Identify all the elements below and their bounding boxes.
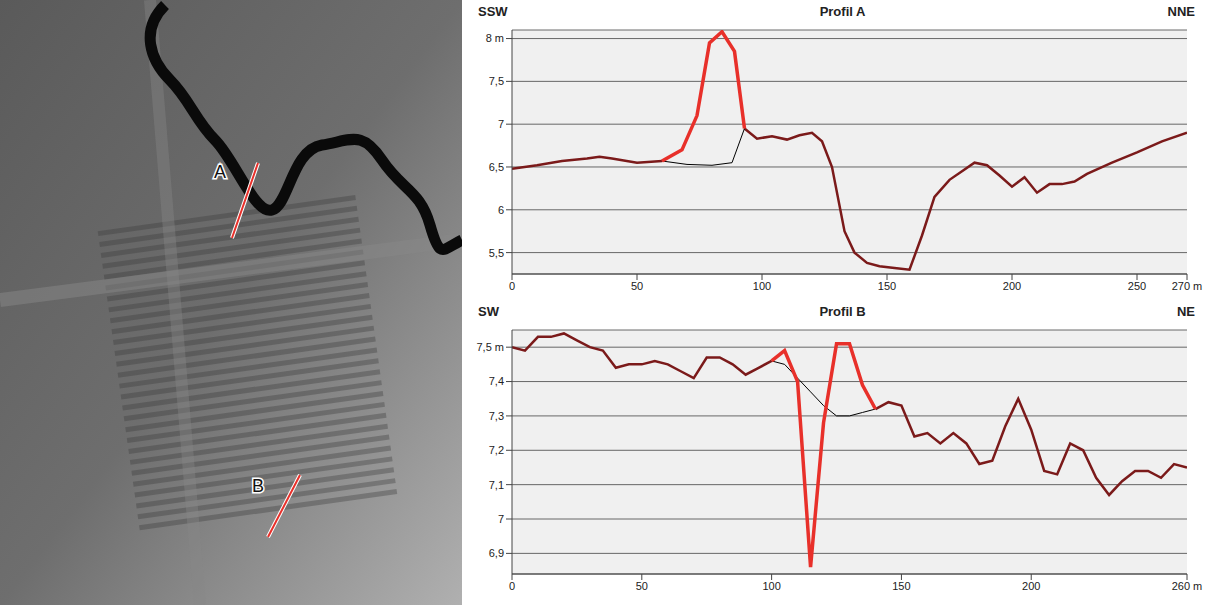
html-text:SW: SW bbox=[478, 304, 499, 319]
svg-text:0: 0 bbox=[509, 280, 515, 292]
svg-text:260 m: 260 m bbox=[1172, 580, 1203, 592]
html-text:NE: NE bbox=[1176, 304, 1195, 319]
svg-text:8 m: 8 m bbox=[486, 32, 504, 44]
svg-text:7,1: 7,1 bbox=[489, 479, 504, 491]
svg-text:6: 6 bbox=[498, 204, 504, 216]
svg-text:200: 200 bbox=[1022, 580, 1040, 592]
svg-text:7,3: 7,3 bbox=[489, 410, 504, 422]
html-text:Profil A: Profil A bbox=[819, 4, 866, 19]
svg-text:270 m: 270 m bbox=[1172, 280, 1203, 292]
html-text:NNE: NNE bbox=[1167, 4, 1195, 19]
svg-text:7,5 m: 7,5 m bbox=[476, 341, 504, 353]
html-text:Profil B: Profil B bbox=[819, 304, 866, 319]
svg-text:7,2: 7,2 bbox=[489, 444, 504, 456]
svg-text:100: 100 bbox=[762, 580, 780, 592]
svg-text:100: 100 bbox=[753, 280, 771, 292]
svg-text:150: 150 bbox=[878, 280, 896, 292]
svg-text:7,4: 7,4 bbox=[489, 375, 504, 387]
svg-text:B: B bbox=[252, 476, 264, 496]
svg-text:200: 200 bbox=[1003, 280, 1021, 292]
svg-text:7: 7 bbox=[498, 118, 504, 130]
svg-text:150: 150 bbox=[892, 580, 910, 592]
svg-text:7,5: 7,5 bbox=[489, 75, 504, 87]
svg-text:6,5: 6,5 bbox=[489, 161, 504, 173]
svg-text:50: 50 bbox=[636, 580, 648, 592]
svg-text:7: 7 bbox=[498, 513, 504, 525]
html-text:SSW: SSW bbox=[478, 4, 508, 19]
svg-text:5,5: 5,5 bbox=[489, 247, 504, 259]
svg-text:250: 250 bbox=[1128, 280, 1146, 292]
svg-text:A: A bbox=[214, 162, 226, 182]
svg-text:0: 0 bbox=[509, 580, 515, 592]
svg-text:6,9: 6,9 bbox=[489, 547, 504, 559]
svg-text:50: 50 bbox=[631, 280, 643, 292]
